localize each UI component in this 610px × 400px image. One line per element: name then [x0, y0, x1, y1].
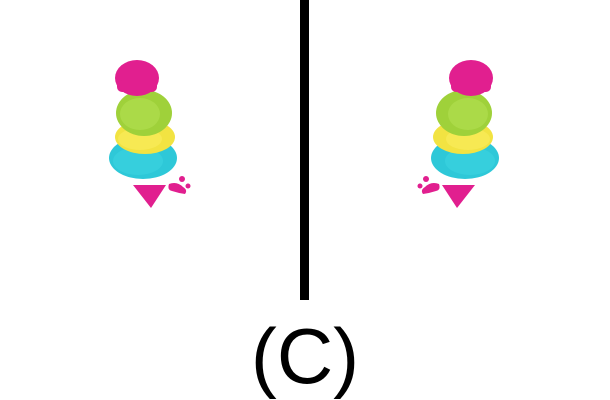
left-view-panel [0, 0, 300, 300]
option-label: (C) [250, 312, 360, 400]
vertical-divider [300, 0, 309, 300]
right-view-panel [310, 0, 610, 300]
stacked-colored-figure-icon [109, 60, 191, 208]
stacked-colored-figure-icon [417, 60, 499, 208]
